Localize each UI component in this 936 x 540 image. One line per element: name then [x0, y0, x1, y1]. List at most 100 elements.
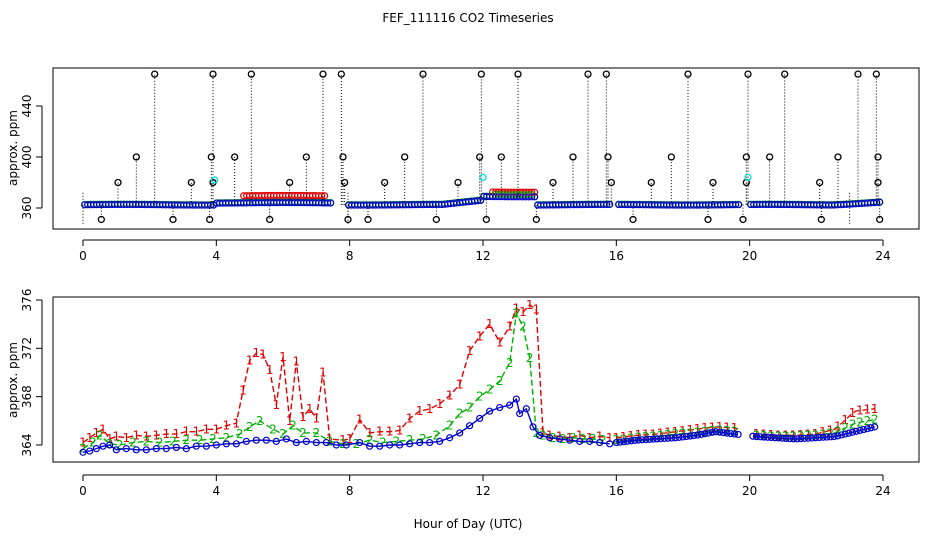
- bottom-series-1-point: 1: [406, 411, 414, 425]
- top-spike-point-high: [419, 70, 427, 78]
- top-spike-point-400: [667, 153, 675, 161]
- bottom-series-1-point: 1: [259, 347, 267, 361]
- bottom-series-2-point: 2: [156, 436, 164, 450]
- top-spike-point-400: [231, 153, 239, 161]
- bottom-series-3-point: [142, 446, 150, 454]
- top-plot-data: [81, 70, 884, 225]
- bottom-y-tick-label: 368: [20, 385, 34, 408]
- bottom-series-3-point: [556, 435, 564, 443]
- bottom-series-1-point: 1: [253, 346, 261, 360]
- bottom-series-3-point: [416, 438, 424, 447]
- bottom-series-3-point: [272, 437, 280, 445]
- bottom-series-2-point: 2: [366, 433, 374, 447]
- bottom-series-1-point: 1: [193, 425, 201, 439]
- bottom-series-2-point: 2: [456, 407, 464, 421]
- bottom-series-3-point: [376, 442, 384, 450]
- bottom-series-1-line: [82, 303, 610, 444]
- bottom-series-3-point: [516, 409, 524, 418]
- top-flagged-point: [744, 173, 752, 182]
- bottom-y-tick-label: 376: [20, 289, 34, 312]
- top-plot-frame: [52, 67, 920, 230]
- bottom-late-series-2-point: 2: [782, 430, 790, 444]
- bottom-late-series-3-point: [841, 430, 849, 438]
- bottom-series-2-point: 2: [223, 431, 231, 445]
- bottom-x-tick-label: 12: [475, 484, 490, 498]
- bottom-series-1-point: 1: [239, 384, 247, 398]
- bottom-series-1-point: 1: [396, 424, 404, 438]
- bottom-series-3-point: [282, 435, 290, 443]
- bottom-series-1-point: 1: [346, 432, 354, 446]
- bottom-series-2-point: 2: [526, 351, 534, 365]
- top-y-tick-label: 360: [20, 197, 34, 220]
- top-level1-point: [531, 188, 539, 196]
- bottom-series-3-point: [292, 438, 300, 447]
- bottom-series-3-point: [252, 436, 260, 444]
- bottom-series-2-point: 2: [313, 426, 321, 440]
- bottom-series-1-point: 1: [456, 378, 464, 392]
- top-spike-point-high: [854, 70, 862, 78]
- bottom-late-series-1-point: 1: [664, 426, 672, 440]
- bottom-x-tick-label: 4: [213, 484, 221, 498]
- bottom-series-3-point: [386, 441, 394, 449]
- bottom-late-series-3-line: [752, 426, 875, 440]
- bottom-series-1-point: 1: [519, 305, 527, 319]
- bottom-series-1-point: 1: [266, 363, 274, 377]
- top-spike-point-low: [817, 215, 825, 224]
- bottom-series-3-point: [522, 405, 530, 413]
- bottom-late-series-1-point: 1: [657, 427, 665, 441]
- bottom-series-1-point: 1: [586, 431, 594, 445]
- bottom-late-series-1-point: 1: [812, 427, 820, 441]
- bottom-series-2-point: 2: [446, 419, 454, 433]
- top-spike-point-380: [114, 178, 122, 187]
- bottom-late-series-2-point: 2: [871, 413, 879, 427]
- bottom-series-2-point: 2: [569, 431, 577, 445]
- top-spike-point-400: [834, 153, 842, 161]
- bottom-series-2-point: 2: [533, 426, 541, 440]
- top-spike-point-380: [607, 178, 615, 187]
- top-level3-point: [531, 193, 539, 201]
- top-spike-point-380: [816, 178, 824, 187]
- bottom-late-series-1-point: 1: [827, 423, 835, 437]
- bottom-series-3-point: [396, 441, 404, 449]
- bottom-x-tick-label: 0: [79, 484, 87, 498]
- top-flagged-point: [479, 173, 487, 182]
- top-spike-point-low: [532, 215, 540, 224]
- bottom-y-axis-label: approx. ppm: [6, 342, 20, 418]
- bottom-series-3-point: [92, 445, 100, 453]
- bottom-series-3-point: [576, 437, 584, 445]
- bottom-series-3-point: [456, 429, 464, 437]
- bottom-series-1-point: 1: [133, 428, 141, 442]
- bottom-series-1-point: 1: [513, 301, 521, 315]
- bottom-series-1-point: 1: [376, 425, 384, 439]
- bottom-series-3-point: [162, 445, 170, 453]
- bottom-series-3-point: [426, 438, 434, 447]
- bottom-series-2-point: 2: [96, 428, 104, 442]
- top-spike-point-400: [604, 153, 612, 161]
- bottom-series-1-point: 1: [339, 433, 347, 447]
- bottom-late-series-2-line: [752, 418, 875, 438]
- top-spike-point-low: [876, 215, 884, 224]
- bottom-late-series-1-point: 1: [701, 421, 709, 435]
- bottom-series-3-point: [152, 445, 160, 453]
- top-spike-point-380: [454, 178, 462, 187]
- bottom-series-1-point: 1: [86, 431, 94, 445]
- bottom-series-3-point: [182, 445, 190, 453]
- top-spike-point-400: [339, 153, 347, 161]
- bottom-series-3-point: [86, 447, 94, 455]
- bottom-late-series-1-point: 1: [620, 430, 628, 444]
- bottom-series-3-point: [112, 446, 120, 454]
- bottom-series-3-point: [529, 423, 537, 431]
- bottom-late-series-2-point: 2: [775, 430, 783, 444]
- bottom-late-series-1-line: [616, 426, 739, 439]
- bottom-series-2-point: 2: [506, 356, 514, 370]
- top-y-tick-label: 400: [20, 146, 34, 169]
- top-spike-point-low: [169, 215, 177, 224]
- bottom-series-2-line: [82, 310, 604, 450]
- bottom-series-2-point: 2: [236, 427, 244, 441]
- top-spike-point-low: [344, 215, 352, 224]
- top-level3-point: [474, 197, 482, 205]
- top-level3-point: [606, 200, 614, 209]
- bottom-late-series-1-point: 1: [856, 404, 864, 418]
- bottom-series-1-point: 1: [213, 422, 221, 436]
